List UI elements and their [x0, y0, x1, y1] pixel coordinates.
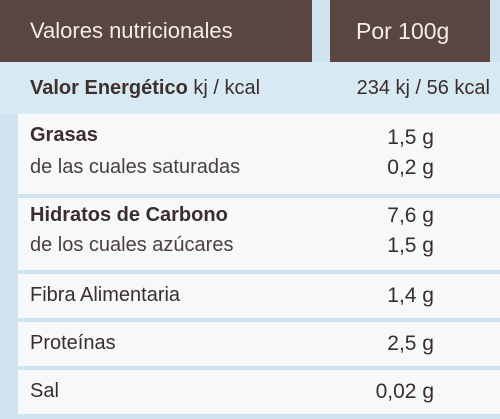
header-title-cell: [0, 0, 312, 62]
protein-label: Proteínas: [30, 332, 116, 354]
sugars-value: 1,5 g: [387, 234, 434, 257]
fat-row: Grasas 1,5 g de las cuales saturadas 0,2…: [18, 114, 500, 194]
energy-value: 234 kj / 56 kcal: [356, 77, 490, 99]
salt-value: 0,02 g: [375, 380, 434, 403]
energy-unit: kj / kcal: [187, 77, 261, 99]
protein-row: Proteínas 2,5 g: [18, 322, 500, 366]
salt-label: Sal: [30, 380, 59, 402]
header-per: Por 100g: [356, 18, 450, 44]
salt-row: Sal 0,02 g: [18, 370, 500, 414]
energy-label: Valor Energético kj / kcal: [30, 77, 260, 100]
carbohydrates-value: 7,6 g: [387, 204, 434, 227]
energy-label-text: Valor Energético: [30, 77, 188, 99]
fiber-row: Fibra Alimentaria 1,4 g: [18, 274, 500, 318]
saturated-fat-label: de las cuales saturadas: [30, 156, 241, 178]
header-title: Valores nutricionales: [30, 18, 233, 43]
carbohydrates-row: Hidratos de Carbono 7,6 g de los cuales …: [18, 198, 500, 270]
energy-row: Valor Energético kj / kcal 234 kj / 56 k…: [0, 62, 500, 114]
fiber-label: Fibra Alimentaria: [30, 284, 181, 306]
carbohydrates-label: Hidratos de Carbono: [30, 204, 228, 226]
fat-value: 1,5 g: [387, 126, 434, 149]
header-per-cell: [330, 0, 490, 62]
saturated-fat-value: 0,2 g: [387, 156, 434, 179]
sugars-label: de los cuales azúcares: [30, 234, 234, 256]
fat-label: Grasas: [30, 124, 98, 146]
protein-value: 2,5 g: [387, 332, 434, 355]
fiber-value: 1,4 g: [387, 284, 434, 307]
